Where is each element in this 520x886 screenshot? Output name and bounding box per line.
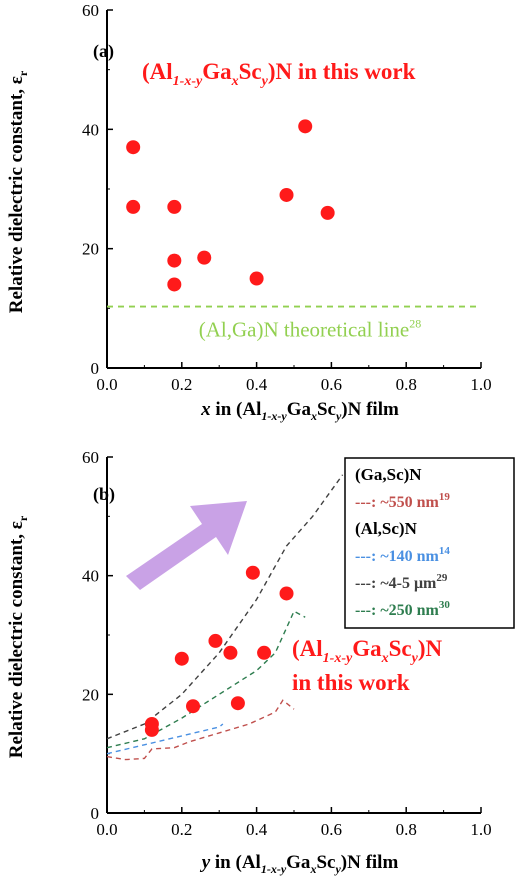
data-point — [174, 651, 189, 666]
legend-item: ---: ~140 nm14 — [355, 545, 450, 565]
data-point — [320, 205, 335, 220]
data-point — [186, 699, 201, 714]
x-tick-label: 0.8 — [396, 375, 417, 394]
x-tick-label: 0.8 — [396, 820, 417, 839]
x-tick-label: 0.4 — [246, 820, 268, 839]
y-axis-label: Relative dielectric constant, εr — [6, 70, 30, 313]
data-point — [167, 199, 182, 214]
series-annotation: (Al1-x-yGaxScy)N in this work — [142, 59, 416, 89]
y-tick-label: 20 — [82, 240, 99, 259]
data-point — [197, 250, 212, 265]
data-point — [167, 253, 182, 268]
x-tick-label: 0.6 — [321, 375, 342, 394]
legend: (Ga,Sc)N ---: ~550 nm19 (Al,Sc)N ---: ~140 … — [344, 457, 515, 629]
series-annotation-line2: in this work — [292, 670, 410, 695]
data-point — [223, 645, 238, 660]
x-tick-label: 0.0 — [96, 375, 117, 394]
panel-label: (a) — [93, 41, 114, 62]
data-point — [279, 586, 294, 601]
x-axis-label: y in (Al1-x-yGaxScy)N film — [200, 852, 399, 876]
data-point — [126, 199, 141, 214]
legend-item: ---: ~550 nm19 — [355, 491, 450, 511]
data-point — [279, 187, 294, 202]
data-point — [245, 565, 260, 580]
reference-line-label: (Al,Ga)N theoretical line28 — [199, 317, 422, 342]
legend-box — [344, 457, 515, 629]
data-point — [167, 277, 182, 292]
y-tick-label: 60 — [82, 448, 99, 467]
legend-item: ---: ~4-5 μm29 — [355, 572, 448, 592]
x-tick-label: 0.2 — [171, 820, 192, 839]
y-tick-label: 0 — [91, 359, 100, 378]
x-tick-label: 1.0 — [470, 820, 491, 839]
x-tick-label: 1.0 — [470, 375, 491, 394]
x-tick-label: 0.2 — [171, 375, 192, 394]
y-tick-label: 20 — [82, 685, 99, 704]
x-tick-label: 0.4 — [246, 375, 268, 394]
y-tick-label: 60 — [82, 1, 99, 20]
legend-header: (Al,Sc)N — [355, 519, 418, 538]
x-tick-label: 0.6 — [321, 820, 342, 839]
panel-b: 0 20 40 60 0.0 0.2 0.4 0.6 0.8 1.0 Relative dielec… — [6, 448, 515, 876]
series-line-2 — [106, 723, 224, 755]
data-point — [144, 722, 159, 737]
y-tick-label: 40 — [82, 120, 99, 139]
legend-item: ---: ~250 nm30 — [355, 599, 450, 619]
x-axis-label: x in (Al1-x-yGaxScy)N film — [200, 399, 399, 423]
x-tick-label: 0.0 — [96, 820, 117, 839]
y-axis-label: Relative dielectric constant, εr — [6, 515, 30, 758]
series-line-1 — [106, 699, 295, 761]
panel-label: (b) — [93, 484, 115, 505]
data-point — [257, 645, 272, 660]
data-point — [208, 633, 223, 648]
data-point — [126, 140, 141, 155]
legend-header: (Ga,Sc)N — [355, 465, 422, 484]
data-point — [298, 119, 313, 134]
trend-arrow — [126, 501, 247, 590]
y-tick-label: 0 — [91, 804, 100, 823]
panel-a: 0 20 40 60 0.0 0.2 0.4 0.6 0.8 1.0 Relative dielec… — [6, 1, 492, 423]
data-point — [230, 696, 245, 711]
y-tick-label: 40 — [82, 567, 99, 586]
data-point — [249, 271, 264, 286]
series-annotation-line1: (Al1-x-yGaxScy)N — [292, 636, 442, 666]
